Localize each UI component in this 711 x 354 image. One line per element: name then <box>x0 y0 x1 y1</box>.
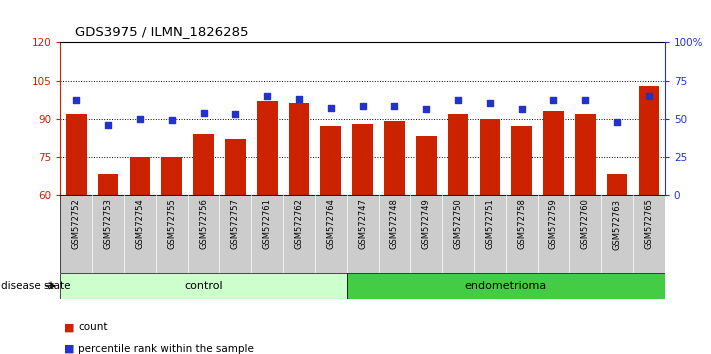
Bar <box>384 121 405 195</box>
Text: GSM572765: GSM572765 <box>644 199 653 250</box>
Point <box>547 97 559 103</box>
Text: GSM572752: GSM572752 <box>72 199 81 249</box>
Bar <box>129 156 150 195</box>
Text: GDS3975 / ILMN_1826285: GDS3975 / ILMN_1826285 <box>75 25 248 38</box>
Text: GSM572757: GSM572757 <box>231 199 240 250</box>
Text: disease state: disease state <box>1 281 70 291</box>
Text: GSM572750: GSM572750 <box>454 199 463 249</box>
Text: control: control <box>184 281 223 291</box>
Point <box>262 93 273 98</box>
Bar <box>352 124 373 195</box>
Point <box>230 111 241 117</box>
Point <box>452 97 464 103</box>
Text: ■: ■ <box>64 344 75 354</box>
Text: GSM572748: GSM572748 <box>390 199 399 250</box>
Text: GSM572758: GSM572758 <box>517 199 526 250</box>
Text: GSM572763: GSM572763 <box>613 199 621 250</box>
Bar <box>321 126 341 195</box>
Point <box>579 97 591 103</box>
Point <box>102 122 114 127</box>
Bar <box>257 101 277 195</box>
Point <box>420 107 432 112</box>
Point <box>325 105 336 111</box>
Point <box>166 117 178 123</box>
Point <box>294 96 305 102</box>
Bar <box>60 273 347 299</box>
Point <box>70 97 82 103</box>
Point <box>611 119 623 125</box>
Point <box>198 110 209 115</box>
Point <box>389 104 400 109</box>
Bar <box>606 175 627 195</box>
Bar <box>638 86 659 195</box>
Text: GSM572755: GSM572755 <box>167 199 176 249</box>
Bar <box>193 134 214 195</box>
Text: GSM572747: GSM572747 <box>358 199 367 250</box>
Bar <box>543 111 564 195</box>
Point <box>643 93 655 98</box>
Point <box>134 116 146 121</box>
Text: GSM572761: GSM572761 <box>262 199 272 250</box>
Point <box>484 101 496 106</box>
Bar <box>66 114 87 195</box>
Bar <box>448 114 469 195</box>
Bar <box>511 126 532 195</box>
Bar <box>98 175 119 195</box>
Text: GSM572759: GSM572759 <box>549 199 558 249</box>
Text: GSM572764: GSM572764 <box>326 199 336 250</box>
Bar <box>347 273 665 299</box>
Text: count: count <box>78 322 107 332</box>
Text: GSM572754: GSM572754 <box>136 199 144 249</box>
Text: GSM572749: GSM572749 <box>422 199 431 249</box>
Text: endometrioma: endometrioma <box>464 281 547 291</box>
Bar <box>161 156 182 195</box>
Text: GSM572760: GSM572760 <box>581 199 589 250</box>
Text: GSM572753: GSM572753 <box>104 199 112 250</box>
Text: GSM572762: GSM572762 <box>294 199 304 250</box>
Bar <box>416 136 437 195</box>
Bar <box>289 103 309 195</box>
Text: ■: ■ <box>64 322 75 332</box>
Bar <box>479 119 500 195</box>
Text: GSM572751: GSM572751 <box>486 199 494 249</box>
Bar <box>225 139 246 195</box>
Point <box>516 107 528 112</box>
Text: GSM572756: GSM572756 <box>199 199 208 250</box>
Bar <box>575 114 596 195</box>
Point <box>357 104 368 109</box>
Text: percentile rank within the sample: percentile rank within the sample <box>78 344 254 354</box>
